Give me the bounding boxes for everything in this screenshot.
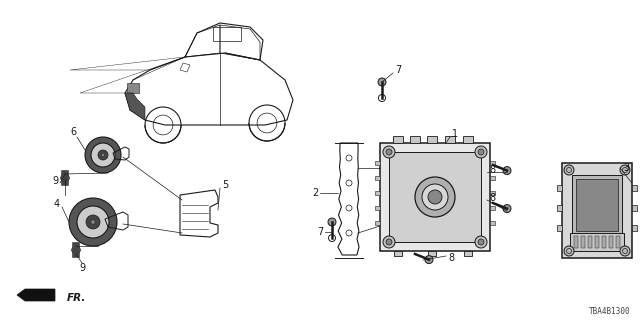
Bar xyxy=(632,205,637,211)
Circle shape xyxy=(478,149,484,155)
Text: 2: 2 xyxy=(312,188,318,198)
Bar xyxy=(570,233,624,251)
Circle shape xyxy=(425,256,433,264)
Bar xyxy=(490,206,495,210)
Circle shape xyxy=(72,246,80,254)
Bar xyxy=(562,163,632,258)
Circle shape xyxy=(77,206,109,238)
Circle shape xyxy=(475,146,487,158)
Circle shape xyxy=(72,246,80,254)
Circle shape xyxy=(86,215,100,229)
Circle shape xyxy=(564,165,574,175)
Circle shape xyxy=(564,246,574,256)
Bar xyxy=(393,136,403,143)
Text: 1: 1 xyxy=(452,129,458,139)
Text: TBA4B1300: TBA4B1300 xyxy=(589,308,631,316)
Bar xyxy=(616,236,620,248)
Circle shape xyxy=(102,154,104,156)
Bar xyxy=(375,191,380,195)
Circle shape xyxy=(69,198,117,246)
Circle shape xyxy=(422,184,448,210)
Circle shape xyxy=(503,167,511,175)
Text: 8: 8 xyxy=(448,253,454,263)
Circle shape xyxy=(415,177,455,217)
Bar xyxy=(490,161,495,165)
Circle shape xyxy=(383,236,395,248)
Polygon shape xyxy=(17,289,55,301)
Text: 8: 8 xyxy=(489,165,495,175)
Circle shape xyxy=(91,143,115,167)
Bar xyxy=(602,236,606,248)
Polygon shape xyxy=(125,93,145,120)
Bar xyxy=(394,251,402,256)
Bar xyxy=(581,236,585,248)
Text: 6: 6 xyxy=(70,127,76,137)
Circle shape xyxy=(98,150,108,160)
Circle shape xyxy=(383,146,395,158)
Circle shape xyxy=(328,218,336,226)
Bar xyxy=(427,136,437,143)
Bar xyxy=(464,251,472,256)
Circle shape xyxy=(91,220,95,224)
Bar xyxy=(213,27,241,41)
Circle shape xyxy=(428,190,442,204)
Text: 7: 7 xyxy=(395,65,401,75)
Bar xyxy=(576,179,618,231)
Bar xyxy=(557,185,562,191)
Text: 3: 3 xyxy=(623,163,629,173)
Bar xyxy=(588,236,592,248)
Circle shape xyxy=(85,137,121,173)
Bar xyxy=(445,136,455,143)
Bar xyxy=(127,83,139,93)
Circle shape xyxy=(386,149,392,155)
Bar xyxy=(595,236,599,248)
Circle shape xyxy=(61,174,69,182)
Text: FR.: FR. xyxy=(67,293,86,303)
Bar xyxy=(572,175,622,235)
Bar xyxy=(490,191,495,195)
Circle shape xyxy=(386,239,392,245)
Bar xyxy=(389,152,481,242)
Circle shape xyxy=(478,239,484,245)
Text: 4: 4 xyxy=(54,199,60,209)
Bar xyxy=(574,236,578,248)
Bar xyxy=(557,225,562,231)
Circle shape xyxy=(503,204,511,212)
Text: 8: 8 xyxy=(489,193,495,203)
Bar xyxy=(375,206,380,210)
Bar xyxy=(410,136,420,143)
Circle shape xyxy=(378,78,386,86)
Text: 5: 5 xyxy=(222,180,228,190)
Text: 9: 9 xyxy=(79,263,85,273)
Bar xyxy=(609,236,613,248)
Text: 9: 9 xyxy=(52,176,58,186)
Circle shape xyxy=(475,236,487,248)
Bar xyxy=(632,225,637,231)
Bar xyxy=(375,221,380,225)
Bar xyxy=(375,176,380,180)
Bar xyxy=(490,176,495,180)
Bar xyxy=(463,136,473,143)
Bar xyxy=(380,143,490,251)
Bar xyxy=(375,161,380,165)
Circle shape xyxy=(620,246,630,256)
Circle shape xyxy=(61,174,69,182)
Bar xyxy=(428,251,436,256)
Circle shape xyxy=(620,165,630,175)
Bar xyxy=(557,205,562,211)
Text: 7: 7 xyxy=(317,227,323,237)
Bar xyxy=(490,221,495,225)
Bar xyxy=(632,185,637,191)
